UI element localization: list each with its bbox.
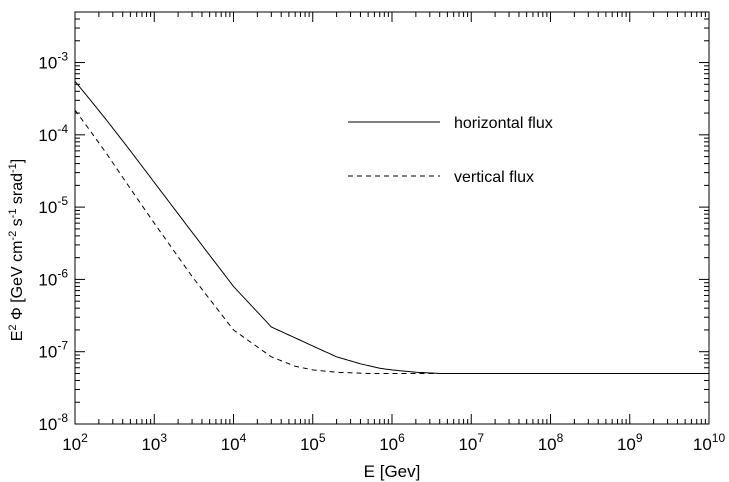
y-tick-label: 10-5 bbox=[38, 194, 68, 217]
legend-label-vertical-flux: vertical flux bbox=[454, 169, 534, 186]
y-tick-label: 10-3 bbox=[38, 50, 68, 73]
series-line-vertical-flux bbox=[74, 109, 709, 374]
x-tick-label: 105 bbox=[300, 431, 326, 454]
x-tick-label: 103 bbox=[141, 431, 167, 454]
x-tick-label: 104 bbox=[221, 431, 247, 454]
x-axis-label: E [Gev] bbox=[364, 462, 421, 481]
y-tick-label: 10-6 bbox=[38, 266, 68, 289]
plot-frame bbox=[74, 11, 710, 425]
x-tick-label: 106 bbox=[379, 431, 405, 454]
y-tick-label: 10-4 bbox=[38, 122, 68, 145]
x-tick-label: 108 bbox=[538, 431, 564, 454]
legend: horizontal flux vertical flux bbox=[348, 115, 553, 186]
y-tick-label: 10-8 bbox=[38, 411, 68, 434]
x-tick-label: 102 bbox=[62, 431, 88, 454]
y-tick-label: 10-7 bbox=[38, 339, 68, 362]
legend-label-horizontal-flux: horizontal flux bbox=[454, 115, 553, 132]
axis-ticks bbox=[74, 11, 710, 425]
axis-tick-labels: 102 103 104 105 106 107 108 109 1010 10-8 10-7 10-6… bbox=[38, 50, 725, 454]
x-tick-label: 107 bbox=[458, 431, 484, 454]
y-axis-label: E2 Φ [GeV cm-2 s-1 srad-1] bbox=[7, 159, 26, 342]
series-line-horizontal-flux bbox=[74, 80, 709, 374]
x-tick-label: 109 bbox=[617, 431, 643, 454]
series-lines bbox=[74, 80, 709, 374]
x-tick-label: 1010 bbox=[693, 431, 726, 454]
